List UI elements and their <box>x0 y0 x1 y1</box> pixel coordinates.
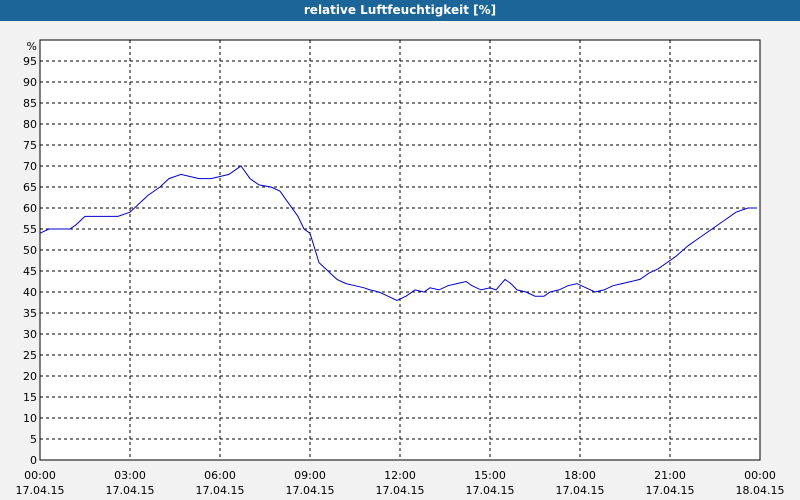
y-tick-label: 5 <box>30 433 37 446</box>
y-unit-label: % <box>27 40 37 53</box>
x-tick-date-label: 17.04.15 <box>646 484 695 497</box>
y-tick-label: 25 <box>23 349 37 362</box>
x-tick-date-label: 17.04.15 <box>466 484 515 497</box>
chart-title: relative Luftfeuchtigkeit [%] <box>0 0 800 21</box>
y-tick-label: 90 <box>23 76 37 89</box>
x-tick-time-label: 00:00 <box>744 469 776 482</box>
x-tick-time-label: 21:00 <box>654 469 686 482</box>
humidity-series-line <box>39 165 757 301</box>
y-tick-label: 35 <box>23 307 37 320</box>
y-tick-label: 95 <box>23 55 37 68</box>
y-tick-label: 30 <box>23 328 37 341</box>
x-tick-date-label: 17.04.15 <box>556 484 605 497</box>
x-tick-time-label: 12:00 <box>384 469 416 482</box>
x-tick-date-label: 17.04.15 <box>376 484 425 497</box>
y-tick-label: 70 <box>23 160 37 173</box>
x-tick-time-label: 03:00 <box>114 469 146 482</box>
x-tick-date-label: 17.04.15 <box>286 484 335 497</box>
y-tick-label: 55 <box>23 223 37 236</box>
y-tick-label: 50 <box>23 244 37 257</box>
y-tick-label: 15 <box>23 391 37 404</box>
x-tick-time-label: 00:00 <box>24 469 56 482</box>
y-tick-label: 80 <box>23 118 37 131</box>
x-tick-date-label: 18.04.15 <box>736 484 785 497</box>
x-tick-time-label: 06:00 <box>204 469 236 482</box>
y-tick-label: 10 <box>23 412 37 425</box>
y-tick-label: 20 <box>23 370 37 383</box>
y-tick-label: 45 <box>23 265 37 278</box>
y-tick-label: 85 <box>23 97 37 110</box>
x-tick-date-label: 17.04.15 <box>106 484 155 497</box>
x-tick-time-label: 18:00 <box>564 469 596 482</box>
y-tick-label: 40 <box>23 286 37 299</box>
y-tick-label: 65 <box>23 181 37 194</box>
x-tick-date-label: 17.04.15 <box>196 484 245 497</box>
y-tick-label: 75 <box>23 139 37 152</box>
y-tick-label: 0 <box>30 454 37 467</box>
x-tick-time-label: 15:00 <box>474 469 506 482</box>
x-tick-time-label: 09:00 <box>294 469 326 482</box>
x-tick-date-label: 17.04.15 <box>16 484 65 497</box>
y-tick-label: 60 <box>23 202 37 215</box>
